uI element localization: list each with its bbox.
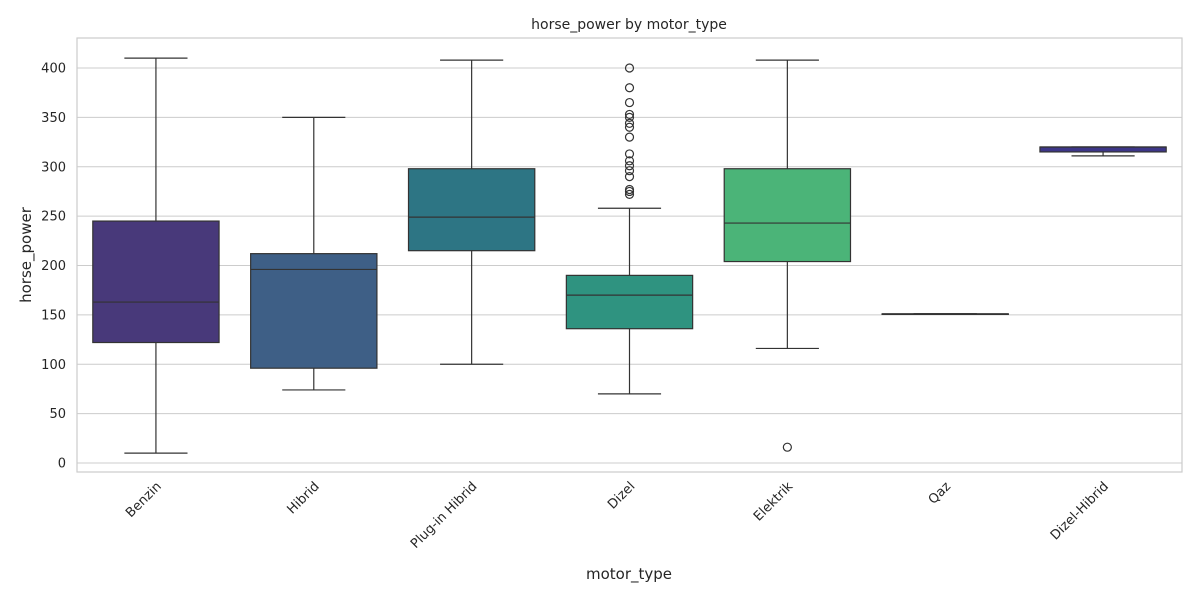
outlier-dizel-9 <box>624 122 635 132</box>
y-tick-label-250: 250 <box>41 210 66 225</box>
box-group-hibrid <box>250 116 378 391</box>
y-tick-label-400: 400 <box>41 62 66 77</box>
box-dizel-hibrid <box>1039 146 1167 153</box>
outlier-dizel-14 <box>624 83 635 93</box>
x-tick-label-plug-in-hibrid: Plug-in Hibrid <box>408 479 480 551</box>
outlier-dizel-4 <box>624 166 635 176</box>
box-group-dizel-hibrid <box>1039 146 1167 157</box>
x-tick-label-dizel: Dizel <box>605 479 638 512</box>
outlier-dizel-11 <box>624 112 635 122</box>
y-tick-labels: 0 50 100 150 200 250 300 350 400 <box>41 62 66 472</box>
outlier-dizel-7 <box>624 149 635 159</box>
outlier-dizel-10 <box>624 118 635 128</box>
x-tick-label-hibrid: Hibrid <box>285 479 323 517</box>
x-tick-label-dizel-hibrid: Dizel-Hibrid <box>1048 479 1112 543</box>
y-tick-label-150: 150 <box>41 308 66 323</box>
box-group-plug-in-hibrid <box>407 59 536 365</box>
outlier-dizel-0 <box>624 189 635 199</box>
outlier-dizel-8 <box>624 132 635 142</box>
outlier-dizel-5 <box>624 161 635 171</box>
x-tick-label-qaz: Qaz <box>926 479 954 507</box>
y-tick-label-0: 0 <box>58 457 66 472</box>
y-tick-label-300: 300 <box>41 160 66 175</box>
y-axis-label: horse_power <box>17 206 36 303</box>
box-group-benzin <box>92 57 220 454</box>
box-hibrid <box>250 253 378 369</box>
outlier-dizel-13 <box>624 97 635 108</box>
outlier-dizel-2 <box>624 184 635 195</box>
box-benzin <box>92 220 220 344</box>
x-axis-label: motor_type <box>586 565 672 584</box>
box-group-qaz <box>881 313 1009 315</box>
plot-frame <box>76 37 1183 473</box>
outlier-dizel-15 <box>624 63 635 73</box>
x-tick-label-benzin: Benzin <box>123 479 165 521</box>
x-tick-label-elektrik: Elektrik <box>751 479 797 525</box>
y-tick-label-200: 200 <box>41 259 66 274</box>
box-plug-in-hibrid <box>407 168 536 252</box>
chart-title: horse_power by motor_type <box>531 17 727 33</box>
outlier-dizel-6 <box>624 156 635 166</box>
y-tick-label-100: 100 <box>41 358 66 373</box>
outlier-dizel-3 <box>624 172 635 182</box>
box-group-dizel <box>565 63 694 395</box>
box-dizel <box>565 274 694 330</box>
outlier-elektrik-0 <box>782 442 792 452</box>
outlier-dizel-12 <box>624 109 635 120</box>
box-group-elektrik <box>723 59 852 452</box>
y-tick-label-50: 50 <box>49 407 66 422</box>
box-series <box>92 57 1167 454</box>
x-tick-labels: Benzin Hibrid Plug-in Hibrid Dizel Elektrik Q… <box>123 479 1112 552</box>
y-tick-label-350: 350 <box>41 111 66 126</box>
box-elektrik <box>723 168 852 263</box>
